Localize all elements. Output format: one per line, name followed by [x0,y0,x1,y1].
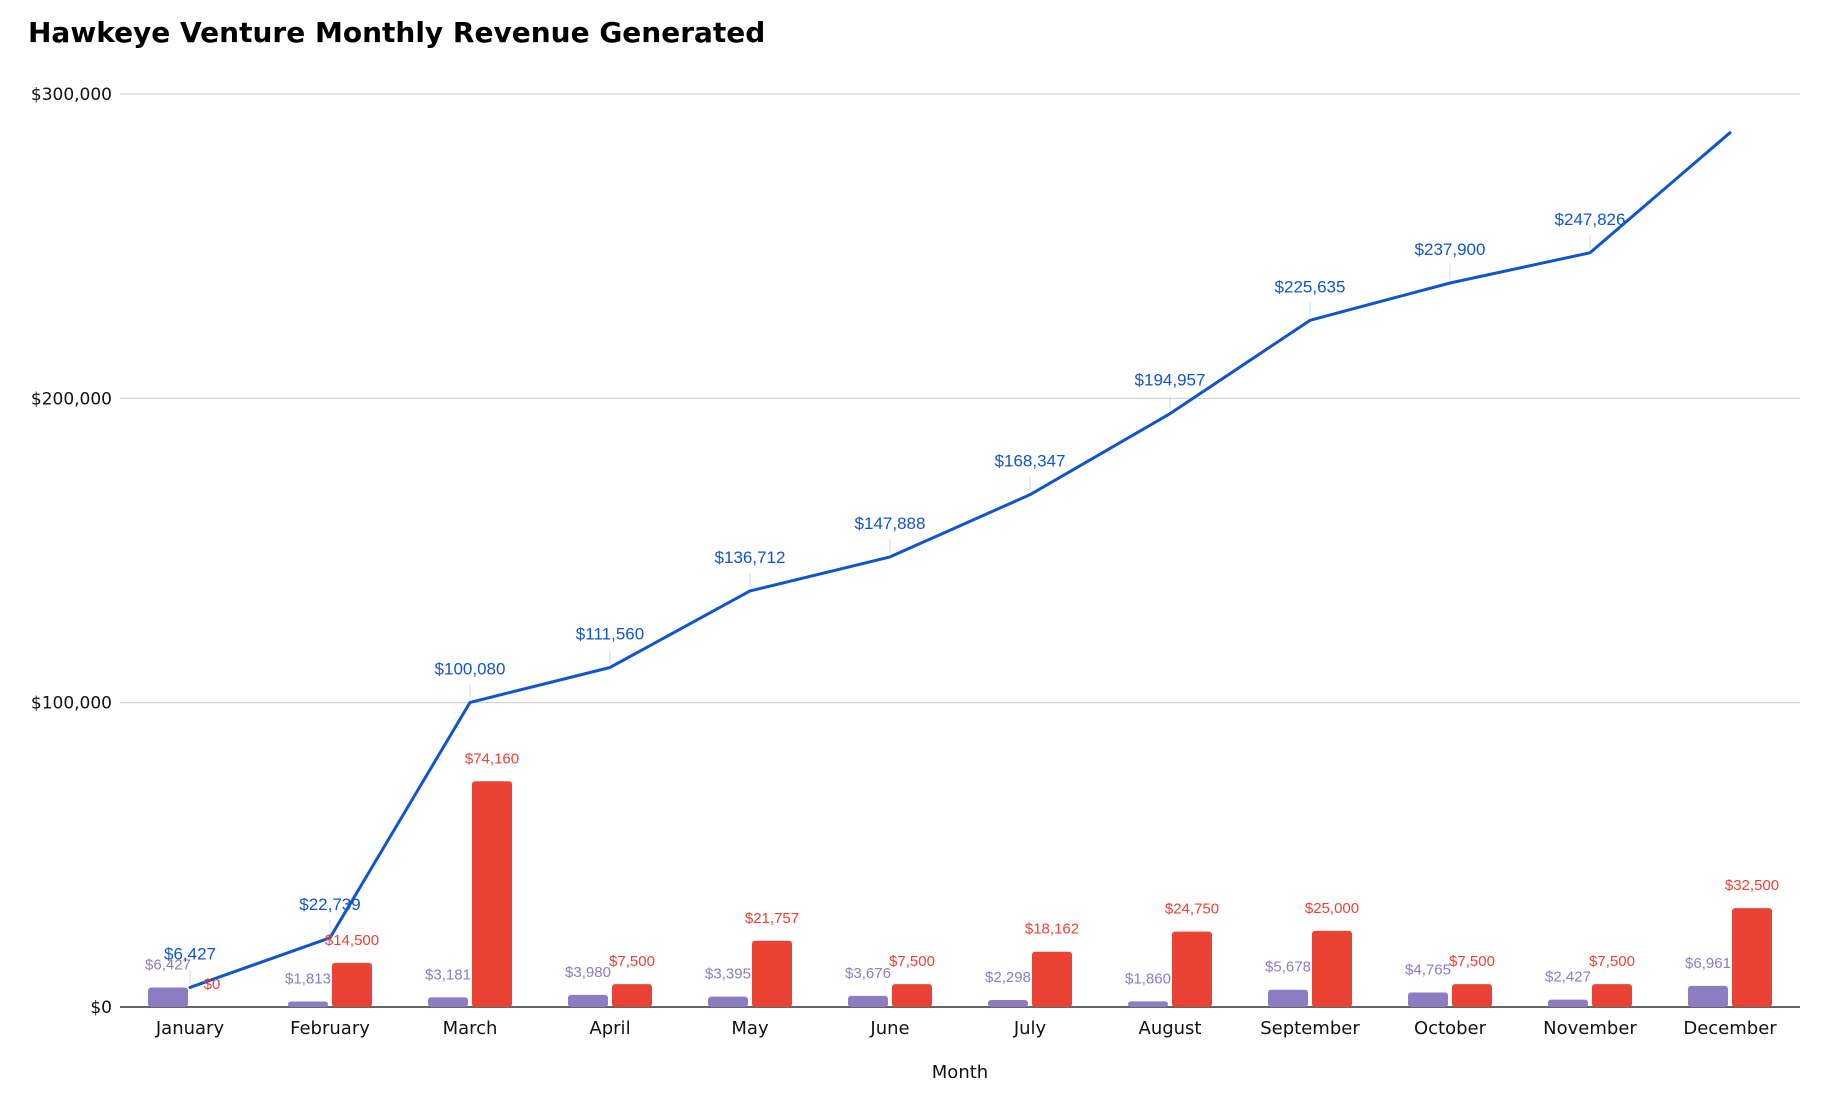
purple-bar-label-10: $2,427 [1545,969,1591,986]
purple-bar-0 [148,987,188,1007]
red-bar-3 [612,984,652,1007]
y-tick-label-1: $100,000 [31,694,112,714]
purple-bar-3 [568,994,608,1007]
purple-bar-label-8: $5,678 [1265,959,1311,976]
chart-title: Hawkeye Venture Monthly Revenue Generate… [28,16,765,49]
line-label-7: $194,957 [1135,371,1206,390]
purple-bar-5 [848,995,888,1007]
red-bar-label-4: $21,757 [745,910,799,927]
red-bar-8 [1312,930,1352,1007]
line-label-0: $6,427 [164,944,216,963]
purple-bar-label-5: $3,676 [845,965,891,982]
purple-bar-label-0: $6,427 [145,956,191,973]
red-bar-label-7: $24,750 [1165,901,1219,918]
red-bar-label-9: $7,500 [1449,953,1495,970]
x-tick-label-0: January [155,1018,225,1039]
x-tick-label-1: February [290,1018,370,1039]
bars-layer [148,781,1772,1007]
x-tick-label-3: April [589,1018,630,1039]
red-bar-6 [1032,951,1072,1007]
purple-bar-label-4: $3,395 [705,966,751,983]
purple-bar-label-9: $4,765 [1405,961,1451,978]
red-bar-label-3: $7,500 [609,953,655,970]
y-tick-label-2: $200,000 [31,389,112,409]
line-label-5: $147,888 [855,514,926,533]
purple-bar-label-6: $2,298 [985,969,1031,986]
red-bar-1 [332,962,372,1007]
red-bar-label-6: $18,162 [1025,921,1079,938]
axis-layer: $0 $100,000 $200,000 $300,000 January Februar… [31,85,1800,1039]
red-bar-label-11: $32,500 [1725,877,1779,894]
purple-bar-2 [428,997,468,1007]
x-tick-label-8: September [1260,1018,1360,1039]
line-label-8: $225,635 [1275,277,1346,296]
x-tick-label-5: June [869,1018,909,1039]
purple-bar-4 [708,996,748,1007]
red-bar-2 [472,781,512,1007]
line-label-1: $22,739 [299,895,360,914]
x-tick-label-9: October [1414,1018,1487,1039]
grid-layer [120,93,1800,704]
purple-bar-1 [288,1001,328,1007]
y-tick-label-0: $0 [90,998,112,1018]
x-tick-label-4: May [731,1018,769,1039]
x-tick-label-11: December [1683,1018,1777,1039]
x-tick-label-10: November [1543,1018,1637,1039]
red-bar-5 [892,984,932,1007]
purple-bar-10 [1548,999,1588,1007]
red-bar-label-0: $0 [204,976,221,993]
purple-bar-11 [1688,985,1728,1007]
red-bar-11 [1732,908,1772,1007]
red-bar-label-8: $25,000 [1305,900,1359,917]
red-bar-10 [1592,984,1632,1007]
red-bar-label-2: $74,160 [465,750,519,767]
purple-bar-7 [1128,1001,1168,1007]
y-tick-label-3: $300,000 [31,85,112,105]
purple-bar-label-2: $3,181 [425,966,471,983]
purple-bar-9 [1408,992,1448,1007]
line-label-4: $136,712 [715,548,786,567]
purple-bar-label-3: $3,980 [565,964,611,981]
x-axis-title: Month [932,1062,988,1083]
x-tick-label-2: March [443,1018,498,1039]
line-label-9: $237,900 [1415,240,1486,259]
x-tick-label-6: July [1013,1018,1047,1039]
red-bar-label-5: $7,500 [889,953,935,970]
x-tick-label-7: August [1139,1018,1202,1039]
line-layer [188,131,1732,989]
line-label-6: $168,347 [995,452,1066,471]
red-bar-label-1: $14,500 [325,932,379,949]
line-label-10: $247,826 [1555,210,1626,229]
purple-bar-label-11: $6,961 [1685,955,1731,972]
red-bar-label-10: $7,500 [1589,953,1635,970]
red-bar-4 [752,940,792,1007]
red-bar-7 [1172,931,1212,1007]
purple-bar-label-1: $1,813 [285,970,331,987]
line-label-2: $100,080 [435,659,506,678]
cumulative-revenue-line [188,131,1732,989]
purple-bar-6 [988,1000,1028,1007]
red-bar-9 [1452,984,1492,1007]
purple-bar-label-7: $1,860 [1125,970,1171,987]
labels-layer: $6,427 $1,813 $3,181 $3,980 $3,395 $3,676 $2,2… [145,210,1779,993]
purple-bar-8 [1268,989,1308,1007]
line-label-3: $111,560 [576,624,644,643]
